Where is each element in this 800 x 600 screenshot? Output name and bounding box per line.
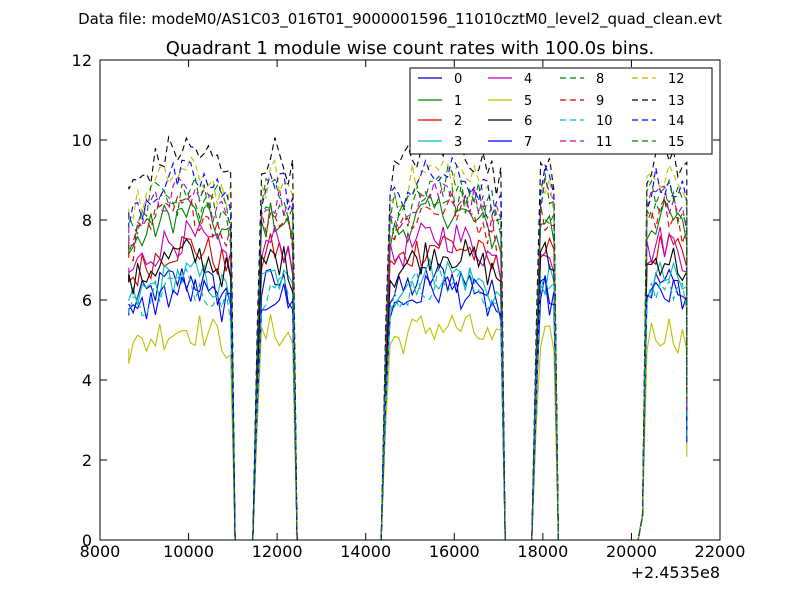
series-line-13 — [128, 131, 688, 541]
x-tick-label: 18000 — [517, 542, 568, 561]
y-tick-label: 6 — [82, 291, 92, 310]
legend-label-13: 13 — [668, 94, 685, 109]
legend-label-14: 14 — [668, 114, 685, 129]
series-line-15 — [128, 165, 688, 541]
legend-label-4: 4 — [524, 72, 532, 87]
legend-label-6: 6 — [524, 114, 532, 129]
legend-label-11: 11 — [596, 135, 613, 150]
series-line-5 — [128, 313, 688, 541]
y-tick-label: 10 — [72, 131, 92, 150]
chart-title: Quadrant 1 module wise count rates with … — [166, 38, 655, 59]
series-line-14 — [128, 156, 688, 541]
plot-frame — [99, 59, 721, 541]
chart-suptitle: Data file: modeM0/AS1C03_016T01_90000015… — [78, 10, 722, 29]
legend-label-5: 5 — [524, 94, 532, 109]
legend-label-12: 12 — [668, 72, 685, 87]
legend-label-10: 10 — [596, 114, 613, 129]
legend-label-7: 7 — [524, 135, 532, 150]
x-tick-label: 20000 — [606, 542, 657, 561]
legend-label-15: 15 — [668, 135, 685, 150]
x-tick-label: 16000 — [429, 542, 480, 561]
series-line-8 — [128, 184, 688, 541]
y-tick-label: 4 — [82, 371, 92, 390]
series-line-3 — [128, 257, 688, 541]
x-tick-label: 8000 — [80, 542, 121, 561]
y-tick-label: 12 — [72, 51, 92, 70]
series-line-1 — [128, 193, 688, 541]
legend-label-0: 0 — [454, 72, 462, 87]
x-tick-label: 12000 — [252, 542, 303, 561]
legend-label-3: 3 — [454, 135, 462, 150]
x-offset-label: +2.4535e8 — [631, 563, 720, 582]
series-line-11 — [128, 176, 688, 541]
series-line-10 — [128, 266, 688, 541]
x-tick-label: 22000 — [695, 542, 746, 561]
legend-label-2: 2 — [454, 114, 462, 129]
legend-label-8: 8 — [596, 72, 604, 87]
series-line-2 — [128, 231, 688, 541]
series-layer — [128, 131, 688, 541]
ticks-layer: 8000 10000 12000 14000 16000 18000 20000 22000 0… — [72, 51, 746, 561]
legend-label-1: 1 — [454, 94, 462, 109]
y-tick-label: 2 — [82, 451, 92, 470]
series-line-9 — [128, 191, 688, 541]
x-tick-label: 10000 — [163, 542, 214, 561]
legend-label-9: 9 — [596, 94, 604, 109]
y-tick-label: 8 — [82, 211, 92, 230]
legend-frame — [409, 67, 713, 155]
series-line-6 — [128, 237, 688, 541]
y-tick-label: 0 — [82, 531, 92, 550]
x-tick-label: 14000 — [340, 542, 391, 561]
